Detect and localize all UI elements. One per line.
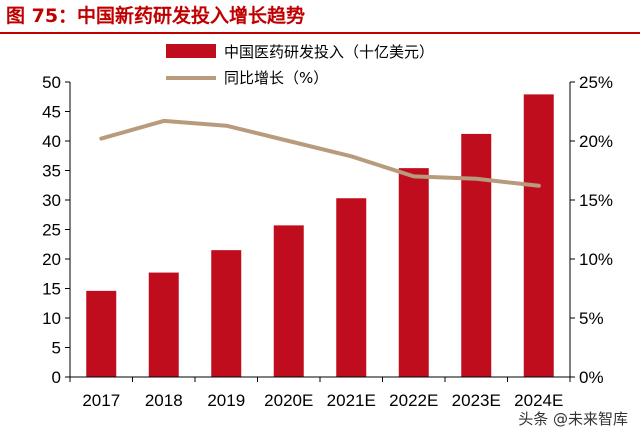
- bar-2017: [86, 290, 117, 377]
- bar-2019: [211, 250, 242, 377]
- right-tick-label: 5%: [579, 309, 604, 328]
- x-tick-label: 2024E: [514, 391, 563, 410]
- left-tick-label: 25: [42, 221, 61, 240]
- left-tick-label: 45: [42, 103, 61, 122]
- x-tick-label: 2022E: [389, 391, 438, 410]
- bar-2023E: [461, 133, 492, 377]
- x-tick-label: 2021E: [327, 391, 376, 410]
- left-tick-label: 10: [42, 309, 61, 328]
- right-tick-label: 25%: [579, 73, 613, 92]
- left-tick-label: 15: [42, 280, 61, 299]
- bar-2024E: [523, 94, 554, 377]
- chart-axes: 0 5 10 15 20 25 30 35 40 45 50 0% 5% 10% 15% 20% 25% 2017…: [42, 73, 613, 410]
- bar-series: [86, 94, 554, 377]
- growth-line: [99, 118, 541, 188]
- bar-2020E: [273, 225, 304, 377]
- right-tick-label: 0%: [579, 368, 604, 387]
- bar-2018: [148, 272, 179, 377]
- figure-title: 图 75：中国新药研发投入增长趋势: [6, 5, 306, 27]
- left-tick-label: 30: [42, 191, 61, 210]
- x-tick-label: 2017: [82, 391, 120, 410]
- legend-line-label: 同比增长（%）: [224, 69, 328, 87]
- x-tick-label: 2023E: [452, 391, 501, 410]
- left-tick-label: 20: [42, 250, 61, 269]
- x-tick-label: 2019: [207, 391, 245, 410]
- title-divider: [0, 32, 640, 34]
- left-tick-label: 5: [52, 339, 61, 358]
- left-tick-label: 50: [42, 73, 61, 92]
- bar-2021E: [336, 198, 367, 377]
- right-tick-label: 15%: [579, 191, 613, 210]
- watermark: 头条 @未来智库: [512, 406, 634, 431]
- chart-legend: 中国医药研发投入（十亿美元） 同比增长（%）: [166, 43, 434, 87]
- left-tick-label: 0: [52, 368, 61, 387]
- bar-2022E: [398, 168, 429, 377]
- right-tick-label: 20%: [579, 132, 613, 151]
- left-tick-label: 35: [42, 162, 61, 181]
- legend-bar-label: 中国医药研发投入（十亿美元）: [224, 43, 434, 61]
- right-tick-label: 10%: [579, 250, 613, 269]
- legend-bar-swatch: [166, 44, 216, 58]
- line-series: [99, 118, 541, 188]
- x-tick-label: 2020E: [264, 391, 313, 410]
- x-tick-label: 2018: [145, 391, 183, 410]
- left-tick-label: 40: [42, 132, 61, 151]
